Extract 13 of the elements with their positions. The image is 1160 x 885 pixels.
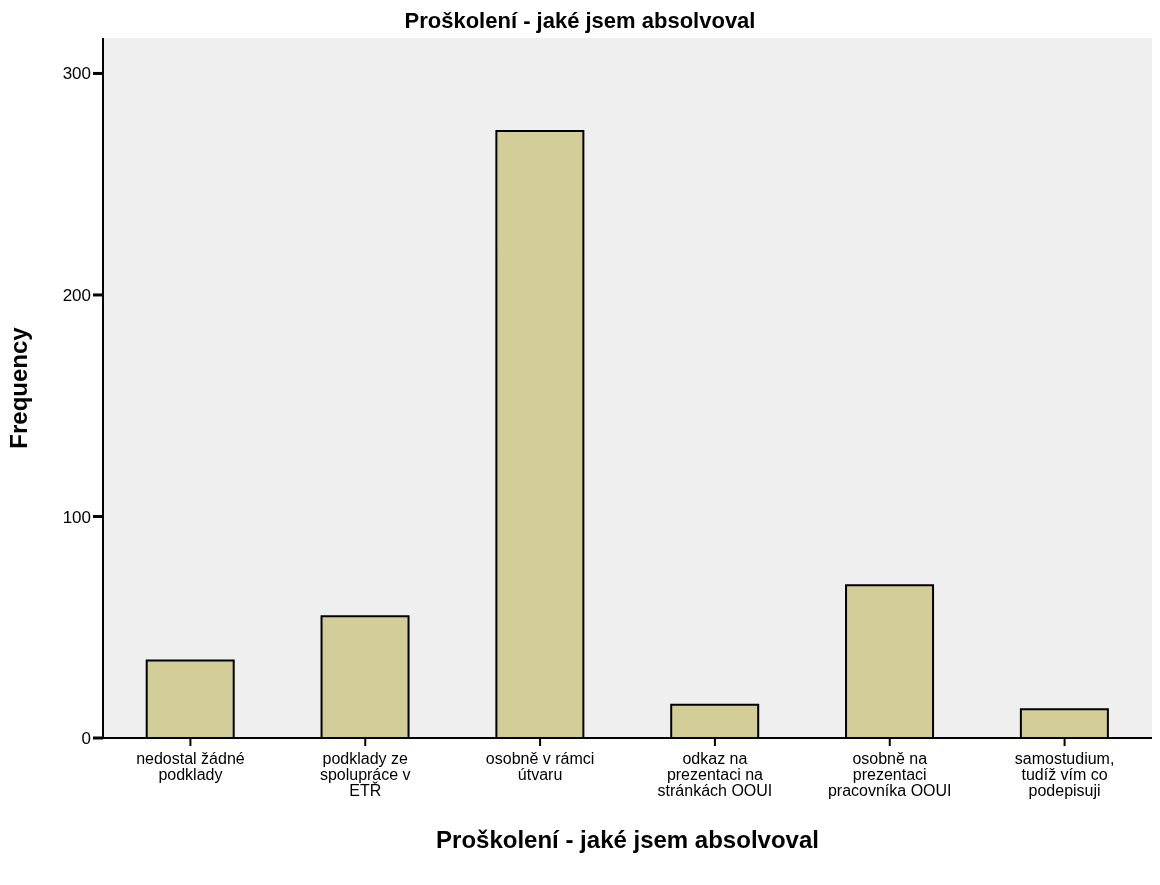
y-tick-label: 300	[62, 64, 91, 84]
y-tick-label: 0	[81, 729, 91, 749]
y-tick-label: 200	[62, 286, 91, 305]
y-tick-label: 100	[62, 507, 91, 527]
x-tick-label: osobně na prezentaci pracovníka OOUI	[827, 750, 952, 799]
x-tick-label: nedostal žádné podklady	[136, 750, 245, 783]
chart-title: Proškolení - jaké jsem absolvoval	[403, 8, 757, 34]
y-axis-title: Frequency	[4, 326, 32, 449]
x-tick-label: osobně v rámci útvaru	[485, 750, 595, 783]
x-tick-label: odkaz na prezentaci na stránkách OOUI	[657, 750, 773, 799]
x-tick-label: podklady ze spolupráce v ETŘ	[319, 750, 411, 799]
x-tick-label: samostudium, tudíž vím co podepisuji	[1014, 750, 1115, 799]
x-axis-title: Proškolení - jaké jsem absolvoval	[436, 826, 819, 853]
